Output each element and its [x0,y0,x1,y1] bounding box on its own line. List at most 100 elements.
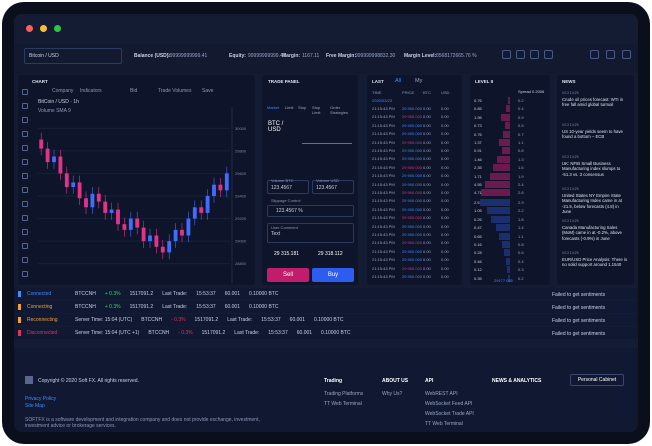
trade-cell: 0.00 [423,122,431,128]
date: 2020/03/23 [372,98,393,103]
field-label: Slippage Control [271,198,301,203]
drawing-tool[interactable] [22,89,28,95]
status-row: Connected BTCCNH + 0.3% 1517091.2 Last Trade… [14,288,638,300]
symbol: Bitcoin / USD [29,53,59,59]
trade-cell: 0.00 [441,114,449,120]
drawing-tool[interactable] [22,145,28,151]
trade-cell: 21:15:43 PM [372,223,395,229]
minimize-dot[interactable] [40,25,47,32]
order-tab[interactable]: Stop [298,105,307,110]
drawing-tool[interactable] [22,257,28,263]
drawing-tool[interactable] [22,131,28,137]
drawing-tool[interactable] [22,173,28,179]
last-tab[interactable]: My [415,78,423,84]
news-text[interactable]: Canada Manufacturing Sales (MoM) came in… [562,225,622,241]
last-tab[interactable]: All [395,78,402,84]
news-text[interactable]: United States NY Empire State Manufactur… [562,193,622,215]
field[interactable] [267,180,309,194]
order-tab[interactable]: Market [267,105,280,110]
trade-cell: 21:15:43 PM [372,148,395,153]
candle-body [84,198,88,208]
status-cell: + 0.3% [104,304,121,310]
candle-body [116,209,120,225]
level-price: 0.85 [474,106,482,112]
candle-body [186,218,191,236]
candle-body [64,173,69,187]
order-tab[interactable]: Order Strategies [330,105,349,115]
field[interactable] [267,205,354,217]
drawing-tool[interactable] [22,103,28,109]
news-text[interactable]: US 10-year yields seem to have found a b… [562,129,623,140]
toolbar-icon[interactable] [590,50,599,59]
buy-button[interactable]: Buy [312,268,354,282]
trade-cell: 21:15:43 PM [372,122,395,128]
level-price: 1.46 [474,156,482,162]
toolbar-icon[interactable] [502,50,511,59]
chart-tool[interactable]: Save [202,88,214,94]
level-price: 0.26 [474,216,482,222]
field[interactable] [312,180,354,194]
toolbar-icon[interactable] [606,50,615,59]
chart-tool[interactable]: Bid [130,88,138,94]
news-time: 0/13 14:25 [562,123,579,127]
chart-tool[interactable]: Indicators [80,88,102,94]
drawing-tool[interactable] [22,215,28,221]
stat-value: 1167.11 [302,53,320,59]
level-price: 0.65 [474,233,482,239]
footer-link[interactable]: Privacy Policy [25,396,57,402]
column-header: TIME [372,90,382,95]
footer-link[interactable]: TT Web Terminal [324,401,362,407]
candle-body [224,173,229,191]
level-price: 0.28 [474,250,482,256]
symbol-select[interactable] [24,48,122,64]
field[interactable] [267,223,354,243]
sell-button[interactable]: Sell [267,268,309,282]
news-text[interactable]: Crude oil prices forecast: WTI in free f… [562,97,624,108]
footer-link[interactable]: WebREST API [425,391,458,397]
order-tab[interactable]: Stop Limit [312,105,321,115]
news-text[interactable]: UK: NFIB Small Business Manufacturing in… [562,161,621,177]
toolbar-icon[interactable] [544,50,553,59]
footer-link[interactable]: TT Web Terminal [425,421,463,427]
status-cell: BTCCNH [148,330,170,336]
news-text[interactable]: EUR/USD Price Analysis: There is no soli… [562,257,628,268]
trade-cell: 0.00 [423,215,431,221]
close-dot[interactable] [26,25,33,32]
order-tab[interactable]: Limit [285,105,294,110]
y-tick-label: 29200 [235,216,247,221]
trade-cell: 21:15:43 PM [372,164,395,170]
footer-link[interactable]: WebSocket Feed API [425,401,473,407]
zoom-dot[interactable] [54,25,61,32]
depth-bar [503,249,510,257]
drawing-tool[interactable] [22,159,28,165]
toolbar-icon[interactable] [622,50,631,59]
stat-label: Equity: [229,53,246,59]
candle-body [199,207,204,213]
drawing-tool[interactable] [22,117,28,123]
footer-link[interactable]: Why Us? [382,391,403,397]
trade-cell: 21:15:43 PM [372,114,395,120]
trade-cell: 0.00 [441,164,449,170]
toolbar-icon[interactable] [516,50,525,59]
drawing-tool[interactable] [22,201,28,207]
drawing-tool[interactable] [22,271,28,277]
chart-tool[interactable]: Company [52,88,74,94]
footer-heading: API [425,378,434,384]
drawing-tool[interactable] [22,229,28,235]
footer-link[interactable]: WebSocket Trade API [425,411,474,417]
status-cell: Last Trade: [227,317,253,323]
trade-cell: 21:15:43 PM [372,156,395,162]
trade-cell: 0.00 [423,114,431,120]
level-volume: 0.8 [518,148,524,154]
level-volume: 0.4 [518,258,524,264]
drawing-tool[interactable] [22,187,28,193]
footer-link[interactable]: Site Map [25,403,45,409]
toolbar-icon[interactable] [530,50,539,59]
cabinet-button[interactable]: Personal Cabinet [570,374,624,386]
drawing-tool[interactable] [22,243,28,249]
panel-title: TRADE PANEL [268,79,300,84]
chart-tool[interactable]: Trade Volumes [158,88,192,94]
y-tick-label: 29600 [235,171,247,176]
candle-body [90,193,95,208]
footer-link[interactable]: Trading Platforms [324,391,364,397]
